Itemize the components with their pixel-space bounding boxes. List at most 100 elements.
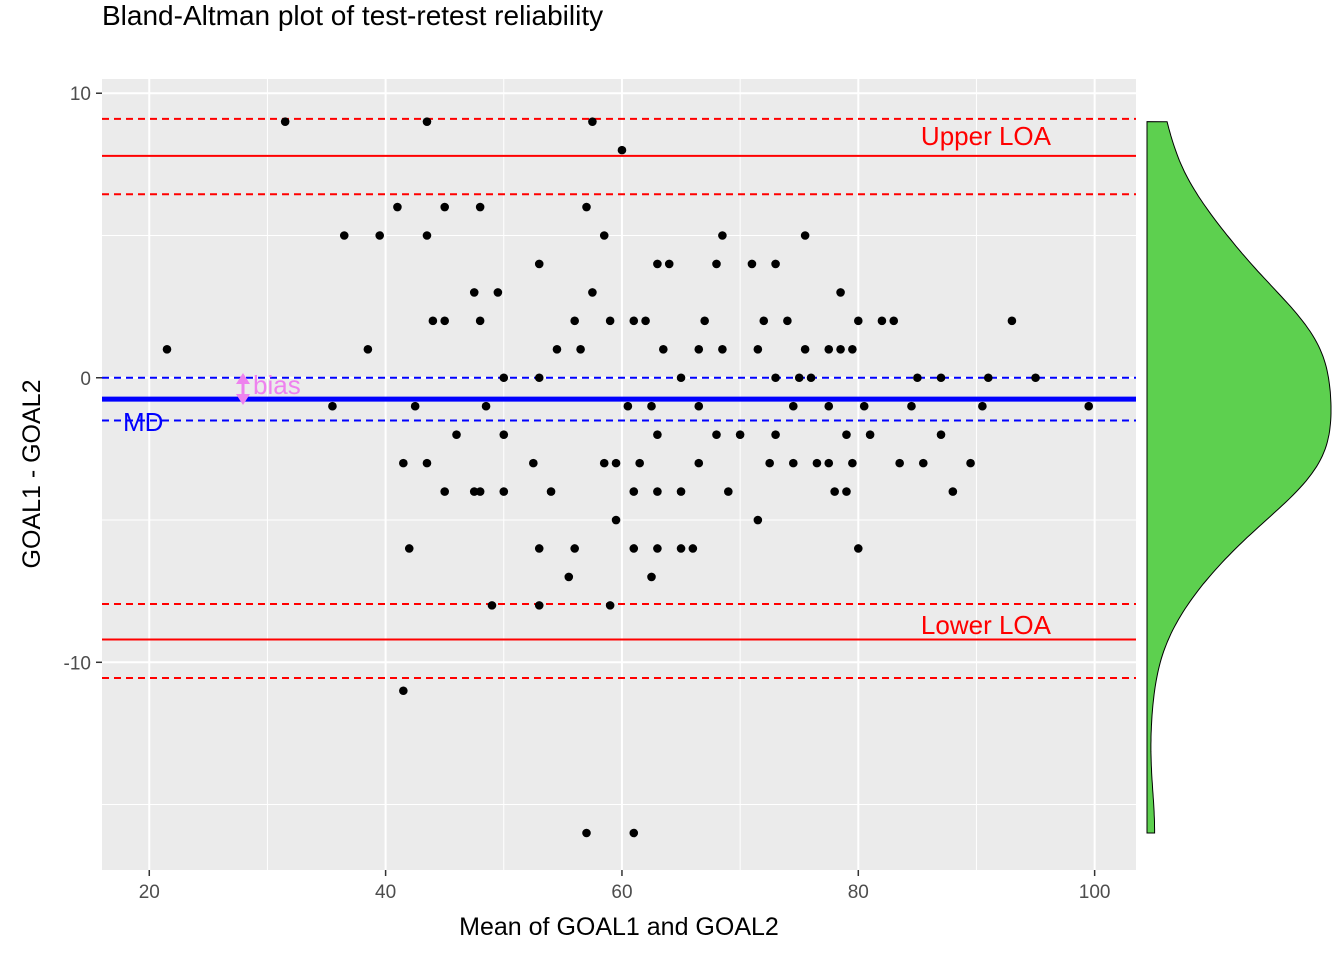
x-tick-label: 60 bbox=[611, 882, 632, 903]
data-point bbox=[162, 345, 172, 354]
data-point bbox=[363, 345, 373, 354]
data-point bbox=[605, 316, 615, 326]
data-point bbox=[877, 316, 887, 326]
data-point bbox=[404, 544, 414, 553]
annotations: Upper LOA Lower LOA MD bias bbox=[123, 121, 1052, 640]
data-point bbox=[529, 458, 538, 468]
data-point bbox=[629, 828, 639, 838]
y-tick-label: -10 bbox=[64, 653, 91, 674]
data-point bbox=[676, 544, 686, 553]
x-tick-label: 20 bbox=[139, 882, 160, 903]
data-point bbox=[641, 316, 650, 326]
data-point bbox=[718, 231, 727, 240]
data-point bbox=[475, 316, 485, 326]
data-point bbox=[842, 430, 851, 439]
data-point bbox=[552, 345, 562, 354]
chart-title: Bland-Altman plot of test-retest reliabi… bbox=[102, 0, 604, 31]
data-point bbox=[422, 458, 432, 468]
x-tick-label: 100 bbox=[1079, 882, 1111, 903]
y-axis: -10 0 10 bbox=[64, 84, 102, 674]
bias-label: bias bbox=[253, 370, 301, 400]
data-point bbox=[422, 117, 432, 126]
data-point bbox=[280, 117, 290, 126]
data-point bbox=[493, 288, 503, 297]
data-point bbox=[794, 373, 804, 383]
data-point bbox=[983, 373, 993, 383]
data-point bbox=[789, 458, 798, 468]
data-point bbox=[399, 686, 408, 696]
data-point bbox=[789, 401, 798, 411]
data-point bbox=[694, 458, 704, 468]
data-point bbox=[375, 231, 385, 240]
data-point bbox=[339, 231, 349, 240]
data-point bbox=[534, 544, 544, 553]
data-point bbox=[399, 458, 408, 468]
data-point bbox=[475, 202, 485, 212]
data-point bbox=[588, 288, 597, 297]
data-point bbox=[452, 430, 461, 439]
data-point bbox=[700, 316, 709, 326]
data-point bbox=[712, 259, 721, 269]
data-point bbox=[753, 515, 763, 525]
data-point bbox=[393, 202, 402, 212]
lower-loa-label: Lower LOA bbox=[921, 610, 1052, 640]
data-point bbox=[582, 828, 591, 838]
data-point bbox=[824, 345, 834, 354]
data-point bbox=[1031, 373, 1040, 383]
data-point bbox=[718, 345, 727, 354]
data-point bbox=[895, 458, 904, 468]
data-point bbox=[499, 487, 509, 496]
data-point bbox=[824, 401, 834, 411]
data-point bbox=[848, 458, 857, 468]
data-point bbox=[859, 401, 869, 411]
data-point bbox=[534, 601, 544, 610]
data-point bbox=[440, 202, 449, 212]
data-point bbox=[836, 345, 845, 354]
y-tick-label: 0 bbox=[80, 369, 91, 390]
data-point bbox=[422, 231, 432, 240]
data-point bbox=[1084, 401, 1094, 411]
data-point bbox=[712, 430, 721, 439]
bias-arrow bbox=[236, 373, 250, 405]
data-point bbox=[724, 487, 733, 496]
data-point bbox=[966, 458, 975, 468]
data-point bbox=[623, 401, 633, 411]
data-point bbox=[576, 345, 585, 354]
data-point bbox=[469, 288, 479, 297]
data-point bbox=[913, 373, 922, 383]
data-point bbox=[765, 458, 774, 468]
data-point bbox=[428, 316, 438, 326]
data-point bbox=[771, 430, 780, 439]
data-point bbox=[647, 572, 656, 582]
data-point bbox=[629, 544, 639, 553]
data-point bbox=[812, 458, 822, 468]
data-point bbox=[440, 316, 449, 326]
data-point bbox=[653, 430, 662, 439]
data-point bbox=[936, 373, 946, 383]
data-point bbox=[611, 458, 621, 468]
data-point bbox=[694, 345, 704, 354]
data-point bbox=[653, 544, 662, 553]
data-point bbox=[588, 117, 597, 126]
x-tick-label: 40 bbox=[375, 882, 396, 903]
data-point bbox=[800, 345, 810, 354]
data-point bbox=[783, 316, 792, 326]
reference-lines bbox=[102, 117, 1136, 679]
data-point bbox=[481, 401, 491, 411]
data-point bbox=[978, 401, 987, 411]
data-point bbox=[647, 401, 656, 411]
data-point bbox=[694, 401, 704, 411]
data-point bbox=[570, 316, 579, 326]
data-point bbox=[617, 145, 627, 155]
data-point bbox=[842, 487, 851, 496]
data-point bbox=[688, 544, 698, 553]
data-point bbox=[440, 487, 449, 496]
data-point bbox=[487, 601, 497, 610]
data-point bbox=[907, 401, 916, 411]
data-point bbox=[499, 373, 509, 383]
data-point bbox=[836, 288, 845, 297]
data-point bbox=[475, 487, 485, 496]
data-point bbox=[800, 231, 810, 240]
data-point bbox=[629, 316, 639, 326]
